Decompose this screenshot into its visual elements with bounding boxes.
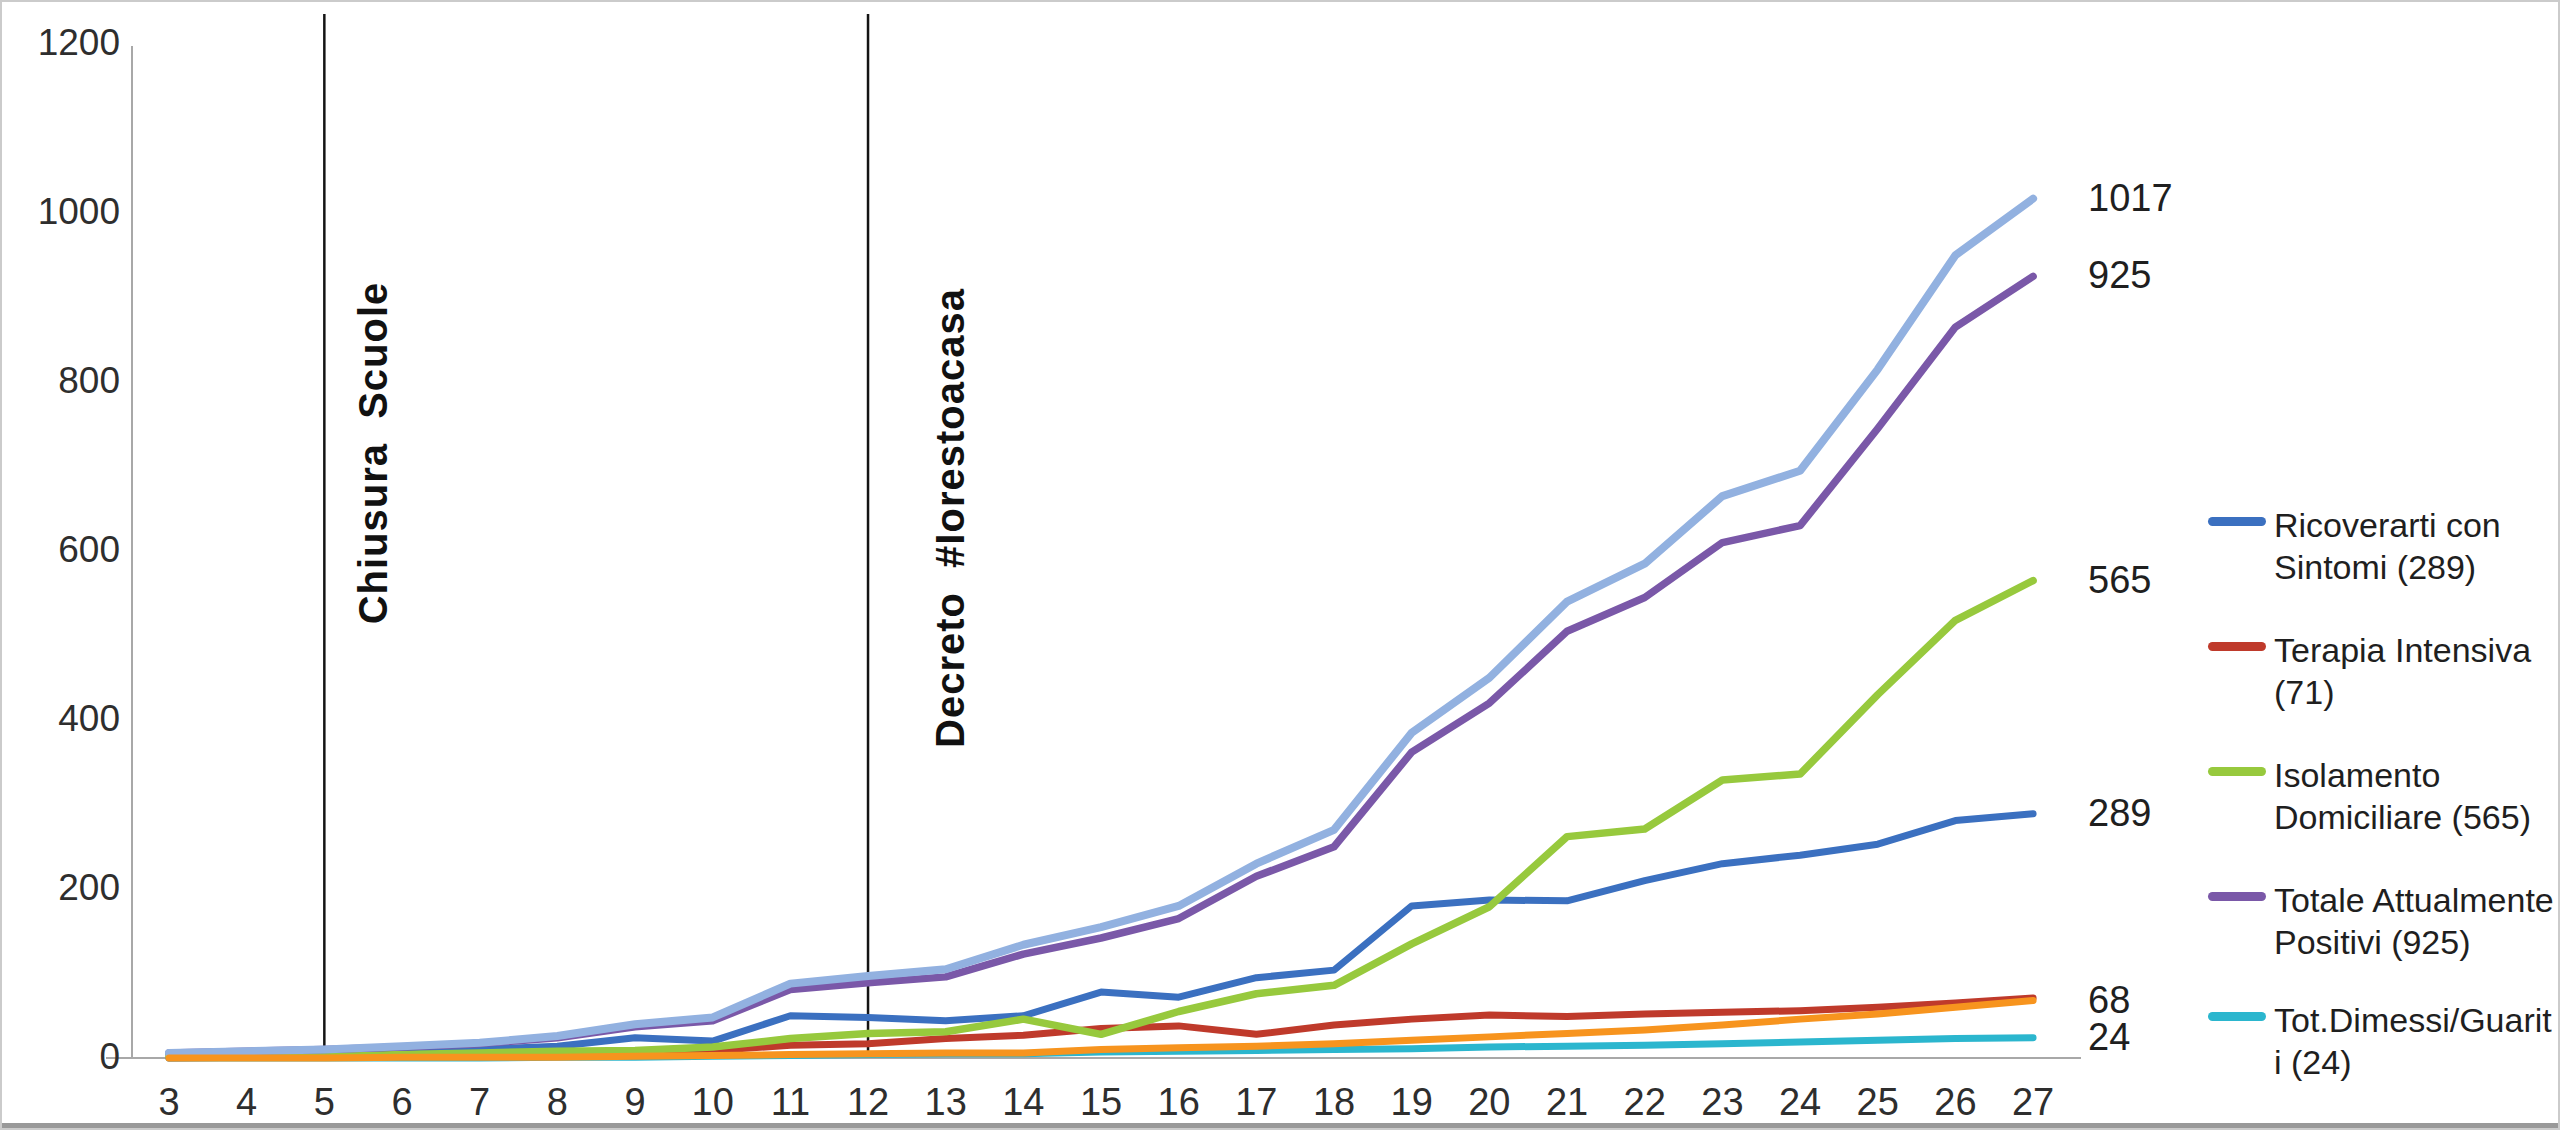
x-axis-tick-label: 19 <box>1372 1081 1452 1124</box>
legend-item-label: Tot.Dimessi/Guariti (24) <box>2274 999 2559 1083</box>
annotation-label-decreto-iorestoacasa: Decreto #Iorestoacasa <box>928 288 973 748</box>
y-axis-tick-label: 800 <box>16 360 120 402</box>
legend-swatch-line-icon <box>2208 892 2266 901</box>
series-line-home-isolation-green <box>169 581 2033 1057</box>
x-axis-tick-label: 25 <box>1838 1081 1918 1124</box>
legend-swatch-line-icon <box>2208 517 2266 526</box>
y-axis-tick-label: 1200 <box>16 22 120 64</box>
y-axis-tick-label: 600 <box>16 529 120 571</box>
series-line-currently-positive-purple <box>169 276 2033 1053</box>
x-axis-tick-label: 8 <box>517 1081 597 1124</box>
x-axis-tick-label: 7 <box>440 1081 520 1124</box>
series-end-label-total-cases-light-blue: 1017 <box>2088 177 2173 220</box>
y-axis-tick-label: 200 <box>16 867 120 909</box>
x-axis-tick-label: 6 <box>362 1081 442 1124</box>
x-axis-tick-label: 15 <box>1061 1081 1141 1124</box>
series-end-label-currently-positive-purple: 925 <box>2088 254 2151 297</box>
legend-item-label: Totale Attualmente Positivi (925) <box>2274 879 2559 963</box>
legend-swatch-line-icon <box>2208 767 2266 776</box>
y-axis-tick-label: 0 <box>16 1036 120 1078</box>
legend-swatch-line-icon <box>2208 642 2266 651</box>
x-axis-tick-label: 3 <box>129 1081 209 1124</box>
x-axis-tick-label: 24 <box>1760 1081 1840 1124</box>
x-axis-tick-label: 21 <box>1527 1081 1607 1124</box>
x-axis-tick-label: 10 <box>673 1081 753 1124</box>
series-end-label-hospitalized-blue: 289 <box>2088 792 2151 835</box>
x-axis-tick-label: 17 <box>1216 1081 1296 1124</box>
x-axis-tick-label: 11 <box>750 1081 830 1124</box>
legend-item-label: Terapia Intensiva (71) <box>2274 629 2559 713</box>
y-axis-tick-label: 400 <box>16 698 120 740</box>
x-axis-tick-label: 18 <box>1294 1081 1374 1124</box>
series-line-total-cases-light-blue <box>169 199 2033 1053</box>
x-axis-tick-label: 26 <box>1915 1081 1995 1124</box>
legend-item-label: Isolamento Domiciliare (565) <box>2274 754 2559 838</box>
x-axis-tick-label: 4 <box>207 1081 287 1124</box>
series-end-label-recovered-cyan: 24 <box>2088 1016 2130 1059</box>
x-axis-tick-label: 23 <box>1682 1081 1762 1124</box>
series-end-label-deceased-orange: 68 <box>2088 979 2130 1022</box>
x-axis-tick-label: 14 <box>983 1081 1063 1124</box>
legend-item-label: Ricoverarti con Sintomi (289) <box>2274 504 2559 588</box>
series-end-label-home-isolation-green: 565 <box>2088 559 2151 602</box>
x-axis-tick-label: 5 <box>284 1081 364 1124</box>
chart-canvas: 0 200 400 600 800 1000 1200 3456789101112131415… <box>0 0 2560 1130</box>
legend-swatch-line-icon <box>2208 1012 2266 1021</box>
x-axis-tick-label: 27 <box>1993 1081 2073 1124</box>
x-axis-tick-label: 16 <box>1139 1081 1219 1124</box>
y-axis-tick-label: 1000 <box>16 191 120 233</box>
x-axis-tick-label: 9 <box>595 1081 675 1124</box>
x-axis-tick-label: 12 <box>828 1081 908 1124</box>
x-axis-tick-label: 22 <box>1605 1081 1685 1124</box>
annotation-label-chiusura-scuole: Chiusura Scuole <box>351 282 396 625</box>
window-bottom-edge <box>2 1123 2558 1128</box>
x-axis-tick-label: 20 <box>1449 1081 1529 1124</box>
x-axis-tick-label: 13 <box>906 1081 986 1124</box>
